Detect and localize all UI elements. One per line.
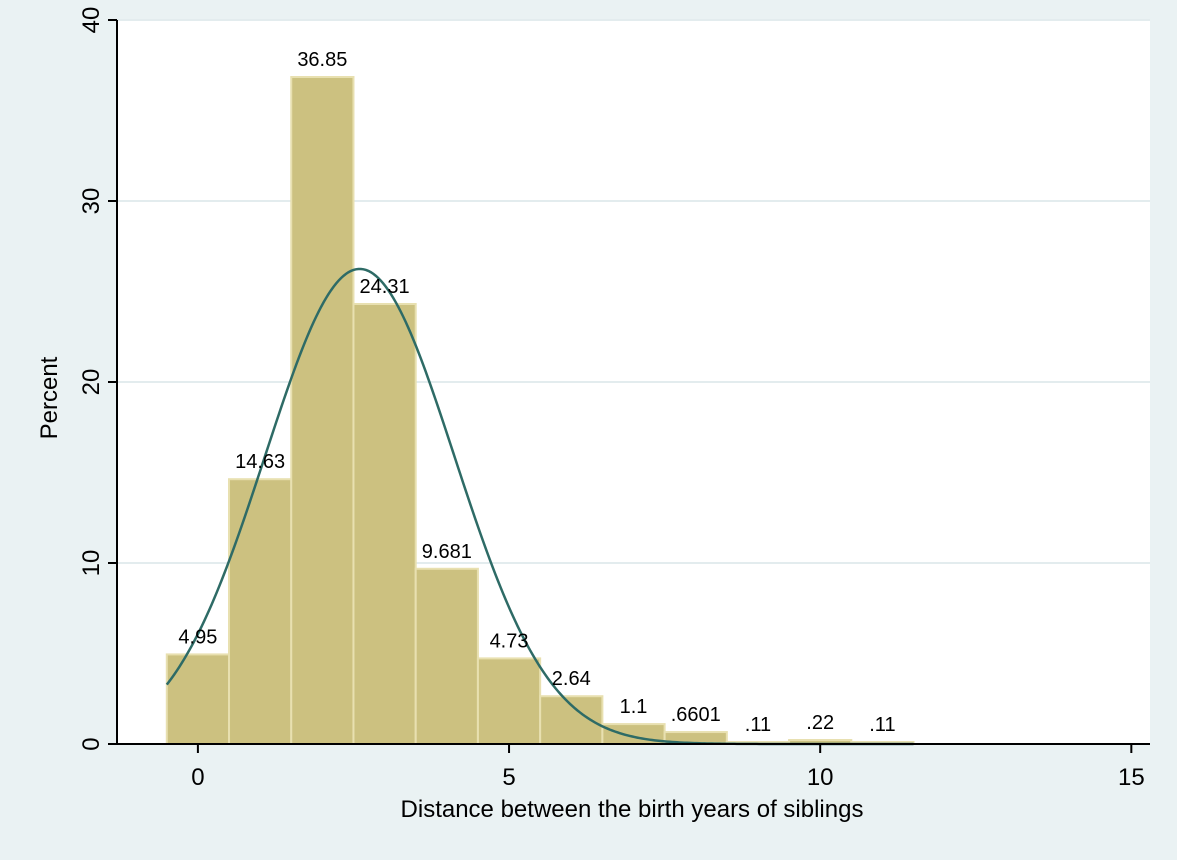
axes [108,19,1150,753]
bar-value-label: .11 [745,714,771,736]
y-tick-label: 20 [78,369,105,396]
bar-value-label: .22 [806,712,834,734]
bar-value-label: 1.1 [620,696,648,718]
y-tick-label: 10 [78,550,105,577]
bar-value-label: 4.73 [490,630,529,652]
x-tick-label: 0 [191,764,204,791]
bar-value-label: 4.95 [178,626,217,648]
histogram-bar [290,76,355,745]
bar-value-label: 24.31 [360,276,410,298]
histogram-bar [476,657,542,746]
bar-labels: 4.95 14.63 36.85 24.31 9.681 4.73 2.64 1.1 .6601… [178,49,895,736]
histogram-bar [352,302,417,745]
x-tick-label: 5 [502,764,515,791]
tick-labels: 0 5 10 15 0 10 20 30 40 [78,7,1145,791]
y-axis-title: Percent [36,356,63,439]
histogram-bar [165,653,231,746]
x-axis-title: Distance between the birth years of sibl… [401,796,864,823]
bar-value-label: 14.63 [235,451,285,473]
y-tick-label: 0 [78,737,105,750]
bar-value-label: .6601 [671,704,721,726]
bar-value-label: 9.681 [422,541,472,563]
histogram-bar [228,478,293,745]
histogram-bar [414,567,479,746]
y-tick-label: 40 [78,7,105,34]
bar-value-label: 2.64 [552,668,591,690]
x-tick-label: 15 [1118,764,1145,791]
y-tick-label: 30 [78,188,105,215]
x-tick-label: 10 [807,764,834,791]
bar-value-label: .11 [869,714,895,736]
bar-value-label: 36.85 [297,49,347,71]
